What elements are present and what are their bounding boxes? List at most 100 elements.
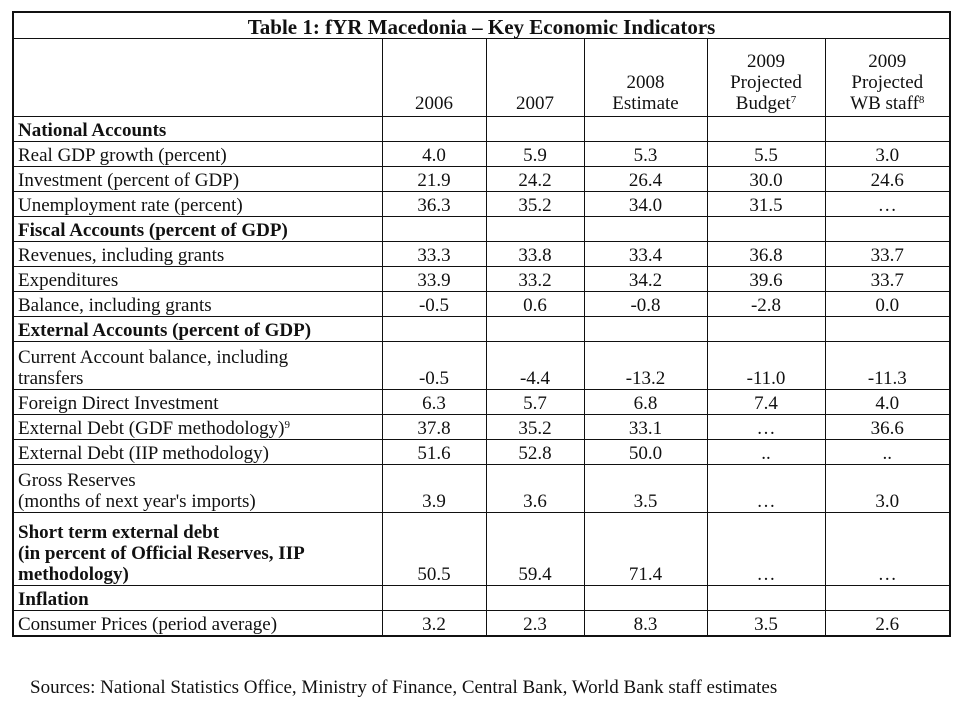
value-cell: 7.4	[706, 389, 826, 415]
footnote-marker: 9	[284, 419, 290, 431]
value-cell: 2.6	[824, 610, 951, 637]
value-cell: 71.4	[583, 512, 708, 586]
table-row: Consumer Prices (period average) 3.2 2.3 8.…	[12, 610, 951, 637]
value-cell	[485, 585, 585, 611]
table-row: Current Account balance, including transf…	[12, 341, 951, 390]
value-cell: 6.3	[381, 389, 487, 415]
value-cell: -0.5	[381, 341, 487, 390]
value-cell: -4.4	[485, 341, 585, 390]
value-cell: 34.2	[583, 266, 708, 292]
row-label-line: Unemployment rate (percent)	[18, 195, 243, 216]
row-label-line: External Debt (GDF methodology)	[18, 418, 285, 439]
table-row: Unemployment rate (percent) 36.3 35.2 34.0 3…	[12, 191, 951, 217]
row-label-line: Gross Reserves	[18, 470, 136, 491]
value-cell	[824, 316, 951, 342]
section-row: Short term external debt (in percent of O…	[12, 512, 951, 586]
row-label-line: Fiscal Accounts (percent of GDP)	[18, 220, 288, 241]
value-cell	[824, 116, 951, 142]
value-cell: 33.7	[824, 266, 951, 292]
value-cell: ..	[706, 439, 826, 465]
row-label-line: Expenditures	[18, 270, 119, 291]
indicator-label: Investment (percent of GDP)	[12, 166, 383, 192]
value-cell: 35.2	[485, 414, 585, 440]
indicator-label: Gross Reserves (months of next year's imp…	[12, 464, 383, 513]
value-cell: -0.8	[583, 291, 708, 317]
column-header-line: Projected	[730, 72, 802, 93]
value-cell: 3.0	[824, 141, 951, 167]
indicator-label: Balance, including grants	[12, 291, 383, 317]
value-cell: -11.0	[706, 341, 826, 390]
row-label-line: National Accounts	[18, 120, 167, 141]
value-cell	[824, 216, 951, 242]
value-cell	[583, 116, 708, 142]
section-row: National Accounts	[12, 116, 951, 142]
value-cell: …	[706, 512, 826, 586]
value-cell: 3.0	[824, 464, 951, 513]
value-cell: 4.0	[381, 141, 487, 167]
row-label-line: Balance, including grants	[18, 295, 212, 316]
table-row: Revenues, including grants 33.3 33.8 33.4 36…	[12, 241, 951, 267]
row-label-line: Foreign Direct Investment	[18, 393, 219, 414]
value-cell	[381, 116, 487, 142]
value-cell	[381, 585, 487, 611]
indicator-label: Real GDP growth (percent)	[12, 141, 383, 167]
sources-note: Sources: National Statistics Office, Min…	[30, 677, 778, 698]
row-label-line: Short term external debt	[18, 522, 220, 543]
section-label: Fiscal Accounts (percent of GDP)	[12, 216, 383, 242]
column-header-line: 2007	[516, 93, 554, 114]
value-cell: 21.9	[381, 166, 487, 192]
table-row: Real GDP growth (percent) 4.0 5.9 5.3 5.5 3.0	[12, 141, 951, 167]
row-label-line: Revenues, including grants	[18, 245, 225, 266]
value-cell: 33.7	[824, 241, 951, 267]
value-cell: 30.0	[706, 166, 826, 192]
indicators-table-container: Table 1: fYR Macedonia – Key Economic In…	[12, 11, 952, 637]
value-cell	[485, 216, 585, 242]
value-cell: …	[824, 191, 951, 217]
table-row: Gross Reserves (months of next year's imp…	[12, 464, 951, 513]
column-header: 2009 Projected WB staff8	[824, 38, 951, 117]
value-cell	[583, 585, 708, 611]
value-cell: 3.6	[485, 464, 585, 513]
value-cell: 59.4	[485, 512, 585, 586]
value-cell: 51.6	[381, 439, 487, 465]
value-cell: 24.2	[485, 166, 585, 192]
column-header-line: 2008	[626, 72, 665, 93]
column-header-line: Budget	[735, 93, 791, 114]
indicator-label: Revenues, including grants	[12, 241, 383, 267]
indicator-label: External Debt (GDF methodology)9	[12, 414, 383, 440]
economic-indicators-table: Table 1: fYR Macedonia – Key Economic In…	[12, 11, 952, 637]
value-cell	[583, 216, 708, 242]
row-label-line: (in percent of Official Reserves, IIP	[18, 543, 305, 564]
value-cell: 3.2	[381, 610, 487, 637]
column-header-line: 2006	[415, 93, 453, 114]
value-cell: 26.4	[583, 166, 708, 192]
row-label-line: Real GDP growth (percent)	[18, 145, 227, 166]
value-cell	[706, 116, 826, 142]
value-cell: 36.3	[381, 191, 487, 217]
column-header-line: Estimate	[612, 93, 679, 114]
column-header: 2009 Projected Budget7	[706, 38, 826, 117]
value-cell: 33.8	[485, 241, 585, 267]
value-cell: 34.0	[583, 191, 708, 217]
header-blank-cell	[12, 38, 383, 117]
value-cell: …	[824, 512, 951, 586]
indicator-label: Unemployment rate (percent)	[12, 191, 383, 217]
value-cell: -13.2	[583, 341, 708, 390]
row-label-line: Investment (percent of GDP)	[18, 170, 240, 191]
value-cell	[381, 316, 487, 342]
section-row: External Accounts (percent of GDP)	[12, 316, 951, 342]
row-label-line: Current Account balance, including	[18, 347, 289, 368]
value-cell	[583, 316, 708, 342]
value-cell: 33.1	[583, 414, 708, 440]
value-cell: 33.2	[485, 266, 585, 292]
column-header-row: 2006 2007 2008 Estimate 2009 Projected Budget7…	[12, 38, 951, 117]
row-label-line: Consumer Prices (period average)	[18, 614, 278, 635]
section-row: Inflation	[12, 585, 951, 611]
section-row: Fiscal Accounts (percent of GDP)	[12, 216, 951, 242]
row-label-line: Inflation	[18, 589, 89, 610]
value-cell	[706, 585, 826, 611]
value-cell: 36.8	[706, 241, 826, 267]
row-label-line: transfers	[18, 368, 84, 389]
table-row: Balance, including grants -0.5 0.6 -0.8 -2.8…	[12, 291, 951, 317]
value-cell: 4.0	[824, 389, 951, 415]
